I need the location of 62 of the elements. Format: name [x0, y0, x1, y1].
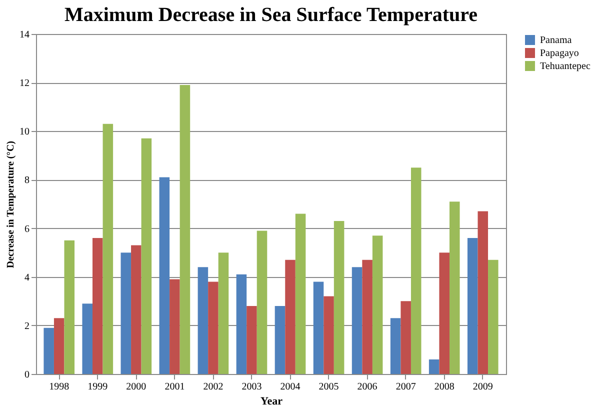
x-tick-label: 2008 — [434, 382, 454, 392]
x-tick-label: 2006 — [357, 382, 378, 392]
bar — [141, 138, 152, 374]
legend-label: Papagayo — [540, 48, 579, 59]
bar — [82, 304, 93, 374]
bar — [44, 328, 54, 374]
x-tick-label: 1999 — [88, 382, 108, 392]
bar — [362, 260, 372, 374]
bar — [488, 260, 498, 374]
bar — [295, 214, 306, 374]
chart-title: Maximum Decrease in Sea Surface Temperature — [64, 4, 478, 26]
x-tick-label: 2007 — [396, 382, 416, 392]
bar — [180, 85, 190, 374]
bar — [131, 245, 142, 374]
y-axis-title: Decrease in Temperature (°C) — [6, 140, 16, 268]
bar — [439, 252, 450, 374]
bar — [478, 211, 488, 374]
bar — [410, 168, 422, 374]
bar — [198, 267, 208, 374]
bar — [313, 282, 324, 374]
x-axis-title: Year — [260, 396, 283, 408]
bar — [170, 279, 180, 374]
bar — [92, 238, 103, 374]
bar — [54, 318, 64, 374]
bar — [159, 177, 170, 374]
x-tick-label: 2005 — [318, 382, 339, 392]
bar — [324, 296, 334, 374]
x-tick-label: 2004 — [280, 382, 300, 392]
y-tick-label: 2 — [24, 320, 30, 332]
bar — [390, 318, 401, 374]
bar — [208, 282, 218, 374]
x-tick-label: 2009 — [472, 382, 493, 392]
legend-label: Panama — [540, 35, 572, 46]
bar — [285, 260, 296, 374]
y-tick-label: 12 — [20, 78, 30, 90]
bar — [428, 359, 440, 374]
bar — [352, 267, 362, 374]
y-tick-label: 14 — [20, 30, 30, 40]
bar — [64, 240, 75, 374]
bar — [218, 252, 229, 374]
y-tick-label: 0 — [24, 370, 30, 380]
bar — [334, 221, 344, 374]
x-tick-label: 2002 — [203, 382, 224, 392]
x-tick-label: 1998 — [49, 382, 70, 392]
x-tick-label: 2000 — [126, 382, 146, 392]
y-tick-label: 6 — [24, 224, 30, 235]
legend-label: Tehuantepec — [540, 61, 591, 72]
bar — [246, 306, 257, 374]
x-tick-label: 2003 — [242, 382, 262, 392]
bar — [102, 124, 114, 374]
y-tick-label: 4 — [24, 272, 30, 284]
bar — [274, 306, 286, 374]
bar — [467, 238, 478, 374]
bar — [400, 301, 411, 374]
bar — [256, 230, 268, 374]
y-tick-label: 8 — [24, 175, 30, 186]
bar — [449, 202, 460, 374]
bar — [372, 236, 383, 374]
bar — [120, 252, 132, 374]
y-tick-label: 10 — [20, 126, 30, 138]
bar — [236, 274, 247, 374]
x-tick-label: 2001 — [164, 382, 185, 392]
